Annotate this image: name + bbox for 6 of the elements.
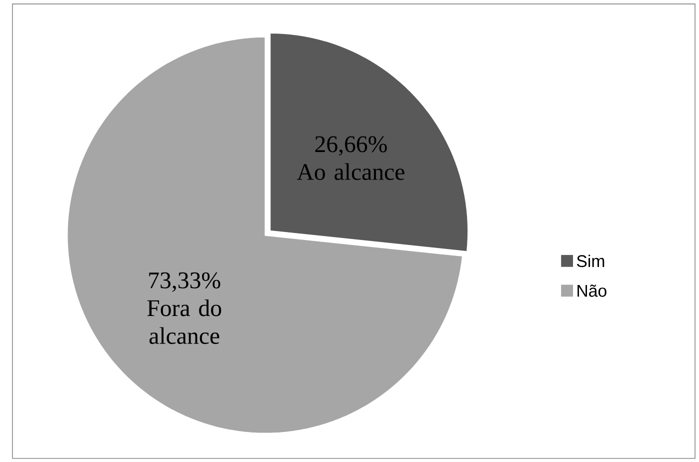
text: Fora do alcance [147,299,222,344]
data-label: 73,33% [149,272,220,292]
text: Ao alcance [296,163,404,180]
data-label: 26,66% [315,136,387,156]
legend-label: Não [578,284,606,297]
legend-label: Sim [576,254,604,267]
